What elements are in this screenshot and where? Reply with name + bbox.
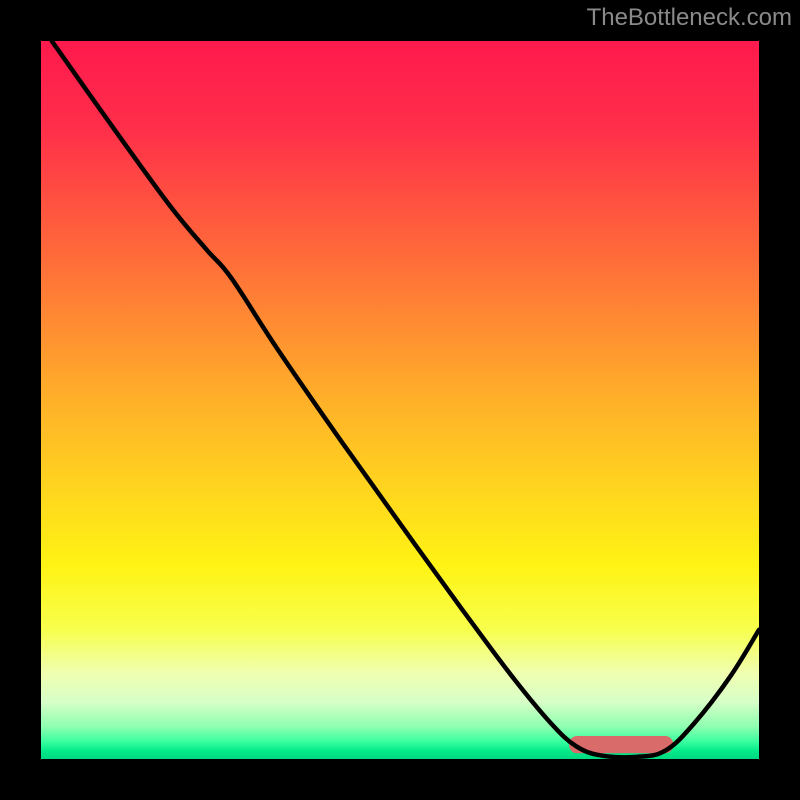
plot-frame [30,30,770,770]
watermark-text: TheBottleneck.com [587,4,792,32]
